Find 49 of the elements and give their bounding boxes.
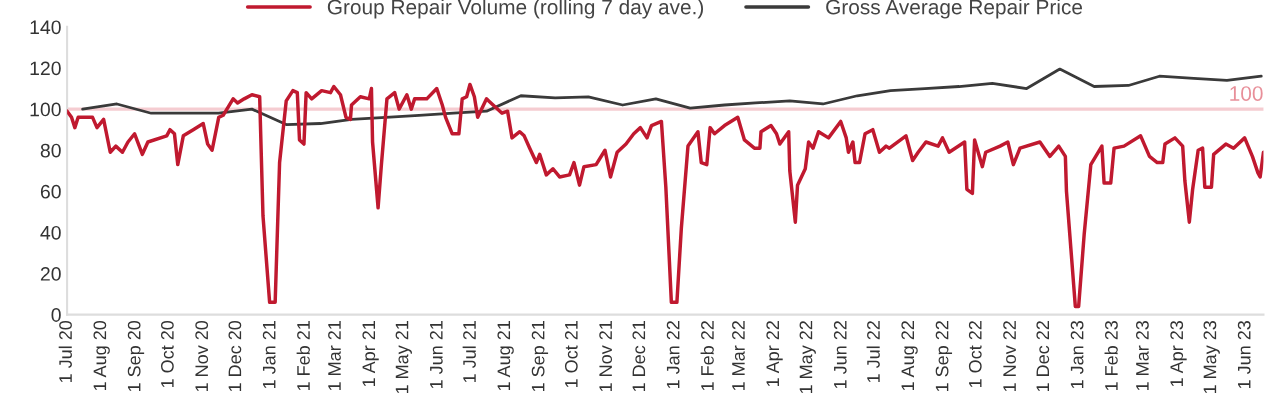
x-tick-label: 1 Jul 21 (462, 321, 476, 383)
y-tick-label: 40 (40, 225, 61, 240)
x-tick-label: 1 Jan 22 (666, 321, 680, 389)
x-tick-label: 1 Feb 21 (296, 321, 310, 391)
x-tick-label: 1 May 21 (395, 321, 412, 394)
x-tick-label: 1 Sep 21 (531, 321, 549, 392)
x-tick-label: 1 Sep 20 (127, 320, 145, 392)
y-tick-label: 0 (51, 308, 61, 322)
x-tick-label: 1 Mar 22 (732, 321, 745, 391)
x-tick-label: 1 Sep 22 (935, 321, 953, 392)
x-tick-label: 1 Nov 21 (599, 321, 613, 392)
x-tick-label: 1 Oct 20 (160, 320, 174, 388)
y-tick-label: 20 (40, 267, 61, 281)
x-tick-label: 1 Aug 22 (901, 321, 918, 391)
x-tick-label: 1 Dec 20 (228, 320, 242, 392)
x-tick-label: 1 Jun 22 (833, 321, 847, 389)
x-tick-label: 1 Oct 22 (968, 321, 982, 388)
line-series (81, 67, 1263, 126)
x-tick-label: 1 Mar 21 (328, 321, 341, 391)
legend-label: Gross Average Repair Price (826, 0, 1083, 19)
x-tick-label: 1 Jul 20 (58, 320, 72, 383)
x-tick-label: 1 Jul 22 (866, 321, 880, 383)
x-tick-label: 1 Feb 23 (1104, 320, 1118, 391)
x-tick-label: 1 Apr 23 (1170, 320, 1187, 387)
x-tick-label: 1 Jan 23 (1070, 320, 1084, 389)
x-tick-label: 1 Feb 22 (700, 321, 714, 391)
x-tick-label: 1 Mar 23 (1136, 320, 1149, 391)
x-tick-label: 1 Jan 21 (262, 321, 276, 389)
y-tick-label: 140 (30, 20, 61, 35)
y-tick-label: 120 (30, 61, 61, 76)
x-tick-label: 1 Nov 22 (1003, 321, 1016, 392)
x-tick-label: 1 Aug 21 (497, 321, 514, 391)
x-tick-label: 1 Dec 21 (632, 321, 646, 392)
x-tick-label: 1 Apr 21 (362, 321, 379, 387)
x-tick-label: 1 Dec 22 (1036, 321, 1050, 392)
y-tick-label: 60 (40, 184, 61, 199)
y-tick-label: 80 (40, 143, 61, 158)
x-tick-label: 1 Oct 21 (564, 321, 578, 388)
x-tick-label: 1 Apr 22 (766, 321, 783, 387)
x-tick-label: 1 Jun 21 (429, 321, 443, 389)
x-tick-label: 1 May 22 (799, 321, 816, 394)
x-tick-label: 1 Nov 20 (195, 320, 209, 392)
line-series (67, 82, 1264, 309)
x-tick-label: 1 Aug 20 (93, 320, 110, 391)
legend-label: Group Repair Volume (rolling 7 day ave.) (327, 0, 703, 19)
y-tick-label: 100 (30, 102, 61, 117)
x-tick-label: 1 May 23 (1203, 320, 1220, 394)
ref-line-label: 100 (1230, 86, 1263, 101)
x-tick-label: 1 Jun 23 (1237, 320, 1251, 389)
